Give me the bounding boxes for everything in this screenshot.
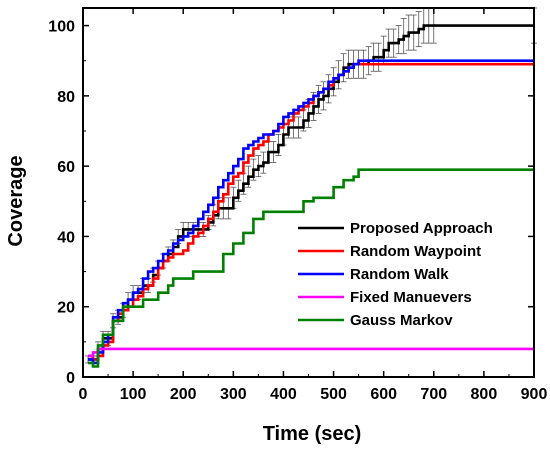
x-tick-label: 400	[270, 386, 297, 403]
x-tick-label: 500	[320, 386, 347, 403]
y-axis-label: Coverage	[5, 155, 27, 246]
y-tick-label: 0	[66, 370, 75, 387]
legend-item: Proposed Approach	[298, 220, 493, 237]
legend-label: Random Walk	[350, 266, 449, 283]
x-tick-label: 900	[521, 386, 548, 403]
series-random-walk	[88, 59, 534, 365]
axes-layer: 0 100 200 300 400 500 600 700 800 900 0 20 40 60 80 100	[48, 7, 548, 403]
series-line	[88, 347, 534, 358]
x-axis-label: Time (sec)	[263, 423, 362, 445]
legend: Proposed Approach Random Waypoint Random W…	[298, 220, 493, 329]
x-tick-label: 300	[220, 386, 247, 403]
series-layer	[85, 7, 537, 368]
legend-label: Proposed Approach	[350, 220, 493, 237]
x-tick-label: 0	[79, 386, 88, 403]
legend-item: Random Walk	[298, 266, 449, 283]
series-line	[88, 24, 534, 361]
series-line	[88, 59, 534, 365]
series-fixed-manuevers	[88, 347, 534, 358]
y-tick-label: 40	[57, 229, 75, 246]
x-tick-label: 200	[170, 386, 197, 403]
series-line	[88, 168, 534, 368]
plot-area	[83, 8, 534, 377]
legend-item: Fixed Manuevers	[298, 289, 472, 306]
legend-label: Random Waypoint	[350, 243, 481, 260]
y-tick-label: 60	[57, 159, 75, 176]
legend-item: Gauss Markov	[298, 312, 453, 329]
x-tick-label: 800	[471, 386, 498, 403]
x-tick-label: 100	[120, 386, 147, 403]
y-tick-label: 20	[57, 300, 75, 317]
y-tick-label: 80	[57, 89, 75, 106]
y-tick-label: 100	[48, 19, 75, 36]
x-tick-label: 700	[420, 386, 447, 403]
legend-label: Gauss Markov	[350, 312, 453, 329]
plot-background	[83, 8, 534, 377]
legend-item: Random Waypoint	[298, 243, 481, 260]
series-gauss-markov	[88, 168, 534, 368]
x-tick-label: 600	[370, 386, 397, 403]
legend-label: Fixed Manuevers	[350, 289, 472, 306]
